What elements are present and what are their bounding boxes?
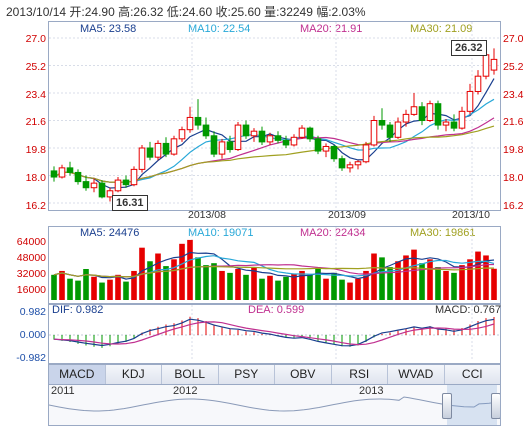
nav-right-handle[interactable] — [491, 393, 500, 419]
vol-ma20-label: MA20: 22434 — [300, 227, 366, 239]
nav-year-2013: 2013 — [359, 385, 384, 397]
price-axis-left-label-4: 19.8 — [25, 144, 46, 157]
tab-macd[interactable]: MACD — [49, 365, 106, 384]
dif-label: DIF: 0.982 — [52, 304, 104, 316]
low-price-callout: 16.31 — [112, 195, 148, 211]
volume-axis-label-3: 16000 — [16, 284, 46, 296]
date-axis-label-2: 2013/10 — [452, 209, 490, 221]
navigator-price-line — [49, 396, 500, 412]
macd-axis-label-1: 0.000 — [19, 329, 46, 341]
price-axis-left-label-5: 18.0 — [25, 172, 46, 184]
volume-axis-label-0: 64000 — [16, 236, 46, 248]
vol-ma5-label: MA5: 24476 — [80, 227, 140, 239]
quote-header: 2013/10/14 开:24.90 高:26.32 低:24.60 收:25.… — [6, 5, 366, 19]
price-axis-left-label-3: 21.6 — [25, 116, 46, 129]
ma30-label: MA30: 21.09 — [410, 23, 473, 35]
price-chart-panel[interactable] — [48, 21, 501, 211]
price-axis-left-label-0: 27.0 — [25, 33, 46, 45]
dea-label: DEA: 0.599 — [248, 304, 305, 316]
nav-year-2012: 2012 — [173, 385, 198, 397]
ma5-label: MA5: 23.58 — [80, 23, 137, 35]
nav-left-handle[interactable] — [442, 393, 452, 419]
tab-psy[interactable]: PSY — [219, 365, 275, 384]
tab-boll[interactable]: BOLL — [162, 365, 219, 384]
macd-value-label: MACD: 0.767 — [435, 304, 502, 316]
tab-rsi[interactable]: RSI — [332, 365, 388, 384]
ma20-label: MA20: 21.91 — [300, 23, 363, 35]
price-axis-right-label-1: 25.2 — [503, 60, 524, 73]
price-axis-right-label-3: 21.6 — [503, 116, 524, 129]
tab-cci[interactable]: CCI — [461, 367, 483, 381]
macd-axis-label-0: 0.982 — [19, 306, 46, 318]
high-price-callout: 26.32 — [451, 40, 487, 56]
nav-year-2011: 2011 — [51, 385, 75, 397]
price-axis-right-label-2: 23.4 — [503, 88, 524, 101]
volume-axis-label-2: 32000 — [16, 268, 46, 280]
date-axis-label-1: 2013/09 — [328, 209, 366, 221]
time-range-navigator[interactable]: 2011 2012 2013 — [48, 384, 501, 426]
ma10-label: MA10: 22.54 — [188, 23, 251, 35]
price-axis-right-label-6: 16.2 — [503, 199, 524, 212]
tab-kdj[interactable]: KDJ — [106, 365, 162, 384]
tab-wvad[interactable]: WVAD — [388, 365, 445, 384]
price-axis-right-label-5: 18.0 — [503, 172, 524, 184]
navigator-overview-graph — [49, 396, 500, 412]
macd-axis-label-2: -0.982 — [16, 352, 46, 364]
tab-obv[interactable]: OBV — [275, 365, 332, 384]
price-axis-left-label-1: 25.2 — [25, 60, 46, 73]
vol-ma10-label: MA10: 19071 — [188, 227, 254, 239]
price-axis-right-label-4: 19.8 — [503, 144, 524, 157]
vol-ma30-label: MA30: 19861 — [410, 227, 476, 239]
date-axis-label-0: 2013/08 — [188, 209, 226, 221]
price-axis-left-label-2: 23.4 — [25, 88, 46, 101]
nav-selected-range[interactable] — [447, 385, 497, 425]
price-axis-left-label-6: 16.2 — [25, 199, 46, 212]
indicator-tabs: MACD KDJ BOLL PSY OBV RSI WVAD CCI — [48, 364, 501, 385]
volume-axis-label-1: 48000 — [16, 252, 46, 264]
price-axis-right-label-0: 27.0 — [503, 33, 524, 45]
